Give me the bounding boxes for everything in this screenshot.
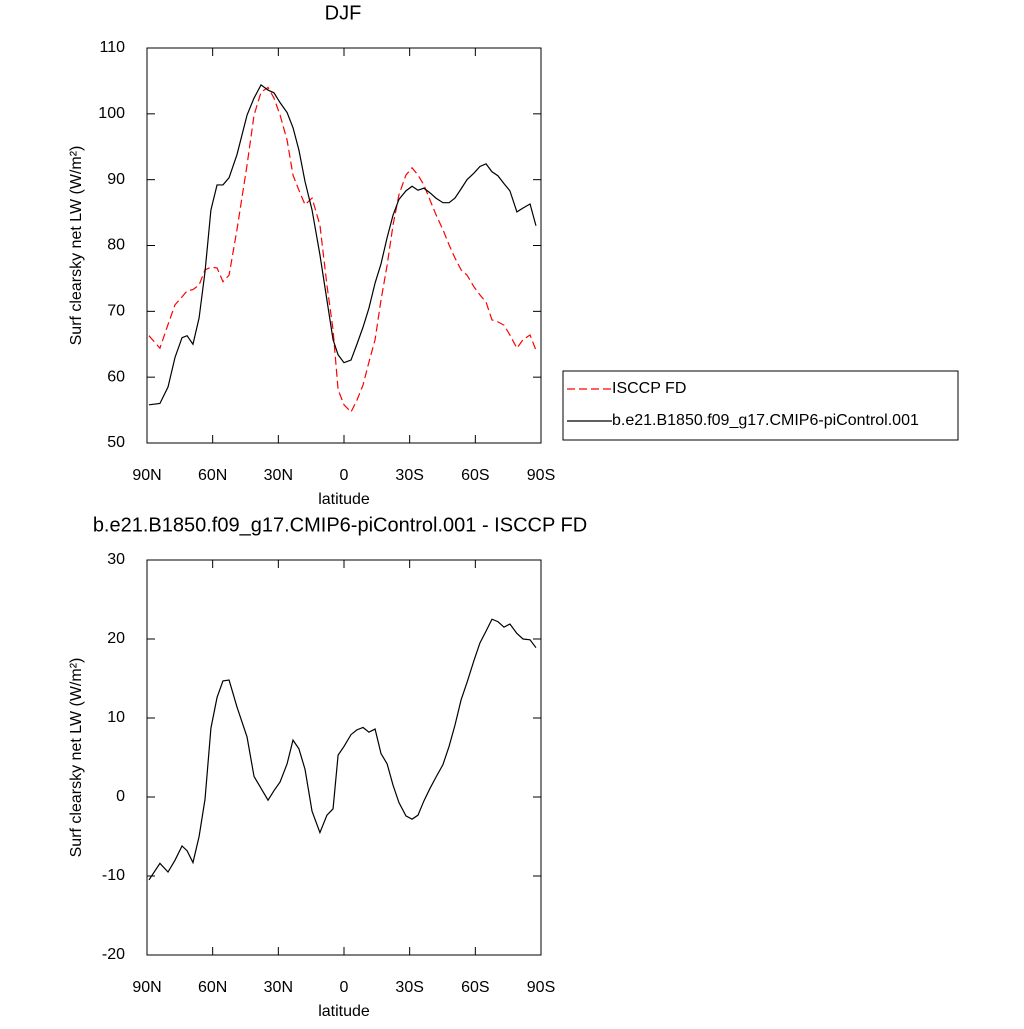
x-tick-label: 0 bbox=[340, 979, 349, 996]
data-line bbox=[148, 86, 537, 414]
y-tick-label: -20 bbox=[102, 946, 125, 963]
y-tick-label: 110 bbox=[99, 39, 125, 56]
chart-title: DJF bbox=[325, 2, 362, 24]
y-tick-label: 10 bbox=[107, 709, 125, 726]
x-tick-label: 90S bbox=[527, 467, 555, 484]
x-tick-label: 30N bbox=[264, 467, 293, 484]
y-tick-label: 60 bbox=[107, 368, 125, 385]
legend-label: ISCCP FD bbox=[612, 380, 686, 397]
y-tick-label: -10 bbox=[102, 867, 125, 884]
legend-box bbox=[562, 370, 959, 441]
x-tick-label: 90S bbox=[527, 979, 555, 996]
x-tick-label: 0 bbox=[340, 467, 349, 484]
y-axis-label: Surf clearsky net LW (W/m²) bbox=[68, 146, 85, 346]
x-axis-label: latitude bbox=[318, 491, 370, 508]
x-tick-label: 90N bbox=[132, 467, 161, 484]
x-tick-label: 60S bbox=[461, 979, 489, 996]
y-tick-label: 100 bbox=[98, 105, 125, 122]
x-axis-label: latitude bbox=[318, 1003, 370, 1020]
x-tick-label: 30S bbox=[395, 979, 423, 996]
y-axis-label: Surf clearsky net LW (W/m²) bbox=[68, 658, 85, 858]
y-tick-label: 70 bbox=[107, 303, 125, 320]
plot-frame bbox=[146, 559, 542, 956]
data-line bbox=[148, 618, 537, 881]
x-tick-label: 90N bbox=[132, 979, 161, 996]
y-tick-label: 90 bbox=[107, 171, 125, 188]
data-line bbox=[148, 83, 537, 406]
y-tick-label: 20 bbox=[107, 630, 125, 647]
x-tick-label: 60S bbox=[461, 467, 489, 484]
x-tick-label: 60N bbox=[198, 467, 227, 484]
legend-label: b.e21.B1850.f09_g17.CMIP6-piControl.001 bbox=[612, 412, 919, 429]
chart-title: b.e21.B1850.f09_g17.CMIP6-piControl.001 … bbox=[93, 514, 587, 536]
plot-frame bbox=[146, 47, 542, 444]
x-tick-label: 60N bbox=[198, 979, 227, 996]
x-tick-label: 30N bbox=[264, 979, 293, 996]
y-tick-label: 30 bbox=[107, 551, 125, 568]
y-tick-label: 50 bbox=[107, 434, 125, 451]
y-tick-label: 0 bbox=[116, 788, 125, 805]
y-tick-label: 80 bbox=[107, 237, 125, 254]
x-tick-label: 30S bbox=[395, 467, 423, 484]
